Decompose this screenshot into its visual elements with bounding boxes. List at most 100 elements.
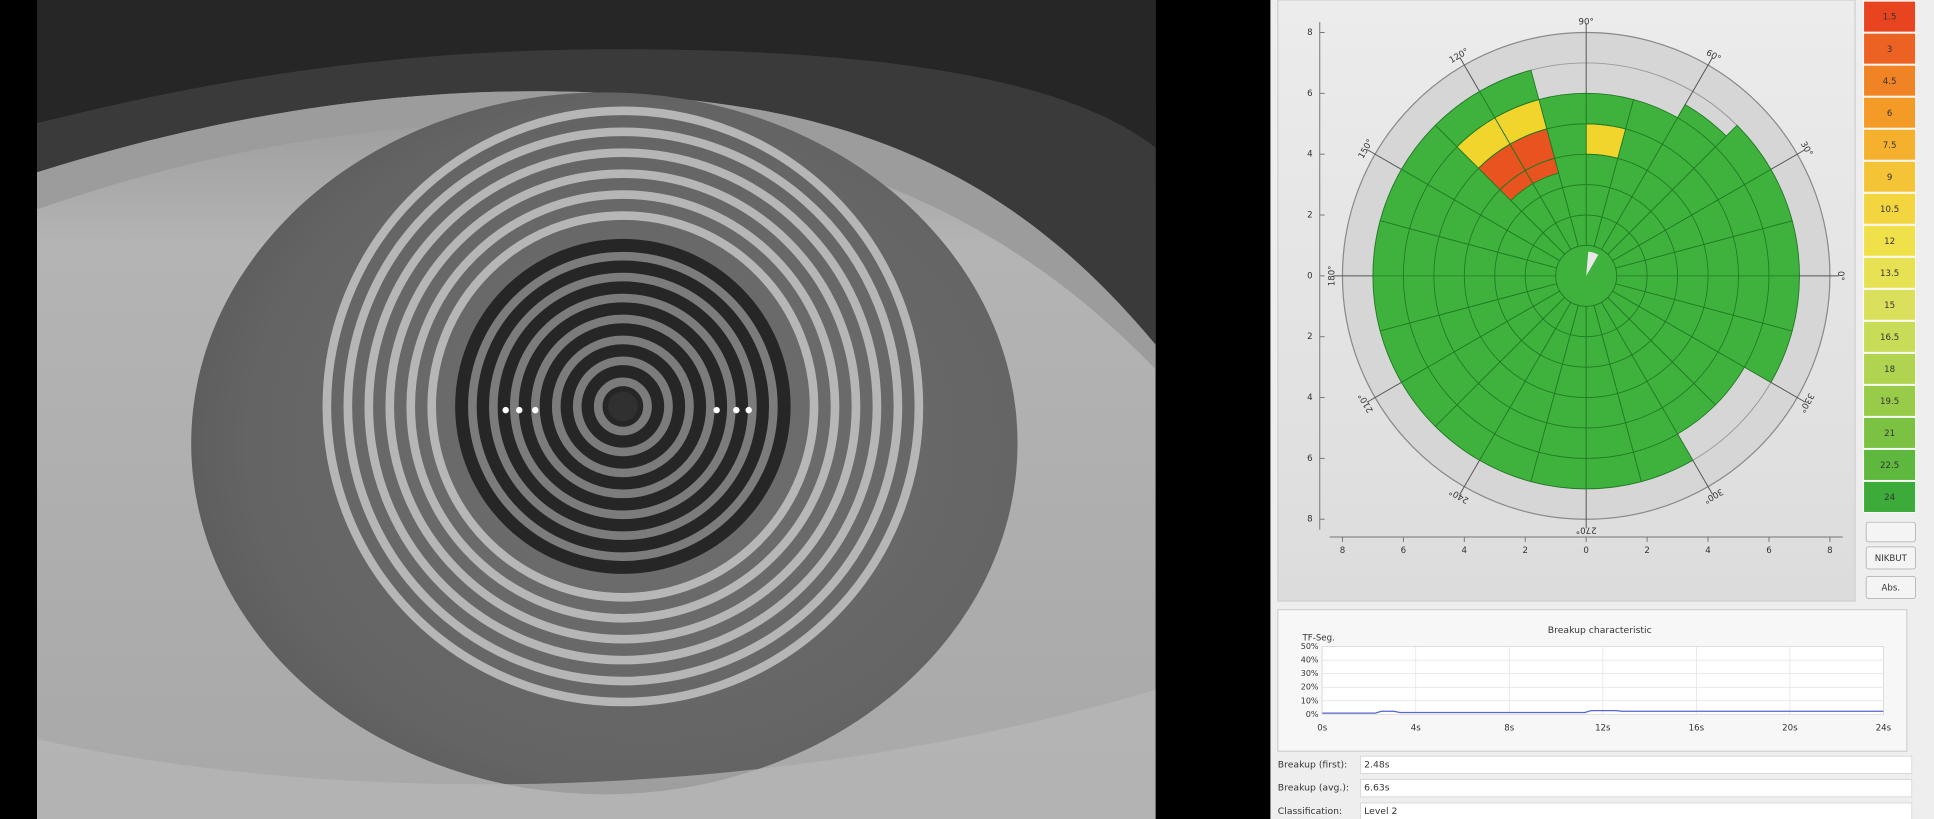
reflection-dot bbox=[516, 406, 523, 414]
y-tick-label: 0% bbox=[1306, 710, 1319, 719]
ring-line bbox=[1762, 228, 1770, 276]
y-tick-label: 2 bbox=[1307, 211, 1312, 221]
scale-cell bbox=[1863, 64, 1916, 97]
scale-label: 19.5 bbox=[1880, 397, 1899, 407]
y-tick-label: 6 bbox=[1307, 89, 1312, 99]
placido-ring bbox=[510, 293, 736, 520]
scale-label: 13.5 bbox=[1880, 269, 1899, 279]
field-value: 6.63s bbox=[1364, 783, 1390, 794]
scale-cell bbox=[1863, 160, 1916, 193]
scale-label: 1.5 bbox=[1883, 13, 1897, 23]
button-label[interactable]: Abs. bbox=[1882, 584, 1901, 594]
x-tick-label: 2 bbox=[1523, 546, 1528, 556]
reflection-dot bbox=[532, 406, 539, 414]
placido-ring bbox=[572, 356, 673, 457]
y-title: TF-Seg. bbox=[1301, 633, 1334, 643]
scale-label: 18 bbox=[1884, 365, 1895, 375]
scale-cell bbox=[1863, 225, 1916, 257]
x-tick-label: 8 bbox=[1340, 546, 1345, 556]
y-tick-label: 6 bbox=[1307, 454, 1312, 464]
scale-cell bbox=[1863, 192, 1916, 225]
y-tick-label: 10% bbox=[1301, 696, 1319, 705]
scale-label: 21 bbox=[1884, 429, 1895, 439]
button-label[interactable]: NIKBUT bbox=[1875, 554, 1908, 564]
placido-ring bbox=[385, 169, 861, 644]
x-tick-label: 2 bbox=[1644, 546, 1649, 556]
reflection-dot bbox=[733, 406, 740, 414]
button[interactable] bbox=[1865, 546, 1916, 570]
scale-label: 15 bbox=[1884, 301, 1895, 311]
ring-line bbox=[1715, 146, 1745, 185]
scale-label: 12 bbox=[1884, 237, 1895, 247]
reflection-dot bbox=[502, 406, 509, 414]
placido-ring bbox=[322, 106, 924, 707]
scale-label: 3 bbox=[1887, 45, 1892, 55]
scale-label: 10.5 bbox=[1880, 205, 1899, 215]
ring-line bbox=[1456, 404, 1495, 435]
eye-image bbox=[37, 0, 1156, 819]
placido-ring bbox=[406, 190, 840, 623]
ring-line bbox=[1494, 433, 1539, 453]
scale-label: 4.5 bbox=[1883, 77, 1897, 87]
reflection-dot bbox=[713, 406, 720, 414]
scale-label: 22.5 bbox=[1880, 461, 1899, 471]
angle-label: 270° bbox=[1576, 524, 1597, 534]
placido-ring bbox=[551, 335, 694, 478]
scale-cell bbox=[1863, 96, 1916, 129]
placido-ring bbox=[593, 377, 652, 436]
ring-line bbox=[1427, 146, 1458, 185]
scale-button[interactable] bbox=[1865, 521, 1916, 543]
ring-line bbox=[1409, 323, 1429, 368]
map-center bbox=[1555, 245, 1618, 307]
button[interactable] bbox=[1865, 576, 1916, 599]
y-tick-label: 0 bbox=[1307, 271, 1312, 281]
ring-line bbox=[1762, 275, 1770, 324]
x-tick-label: 20s bbox=[1782, 723, 1798, 733]
scale-cell bbox=[1863, 0, 1916, 33]
y-tick-label: 8 bbox=[1307, 515, 1312, 525]
ring-line bbox=[1703, 275, 1709, 308]
x-tick-label: 24s bbox=[1876, 723, 1892, 733]
ring-line bbox=[1732, 275, 1739, 316]
ring-line bbox=[1586, 451, 1634, 459]
scale-cell bbox=[1863, 481, 1916, 513]
x-tick-label: 6 bbox=[1401, 546, 1406, 556]
scale-cell bbox=[1863, 289, 1916, 321]
field-value: Level 2 bbox=[1364, 806, 1397, 817]
scale-cell bbox=[1863, 449, 1916, 481]
scale-label: 16.5 bbox=[1880, 333, 1899, 343]
trace-line bbox=[1322, 710, 1884, 714]
ring-line bbox=[1538, 451, 1587, 459]
scale-cell bbox=[1863, 128, 1916, 161]
scale-cell bbox=[1863, 32, 1916, 65]
field-box bbox=[1360, 802, 1913, 819]
x-tick-label: 4s bbox=[1411, 723, 1421, 733]
reflection-dot bbox=[745, 406, 752, 414]
scale-label: 9 bbox=[1887, 173, 1892, 183]
x-tick-label: 6 bbox=[1766, 546, 1771, 556]
scale-label: 6 bbox=[1887, 109, 1892, 119]
center-gap bbox=[1586, 251, 1599, 276]
scale-cell bbox=[1863, 321, 1916, 353]
field-label: Classification: bbox=[1278, 806, 1342, 817]
placido-ring bbox=[364, 148, 882, 665]
x-tick-label: 8s bbox=[1504, 723, 1514, 733]
y-tick-label: 20% bbox=[1301, 683, 1319, 692]
field-box bbox=[1360, 755, 1913, 774]
pupil bbox=[608, 391, 638, 422]
ring-line bbox=[1402, 228, 1411, 276]
x-tick-label: 0 bbox=[1583, 546, 1588, 556]
x-tick-label: 4 bbox=[1705, 546, 1710, 556]
x-tick-label: 4 bbox=[1462, 546, 1467, 556]
ring-line bbox=[1427, 366, 1458, 406]
fields: Breakup (first): 2.48s Breakup (avg.): 6.63… bbox=[1278, 755, 1913, 819]
angle-label: 90° bbox=[1579, 17, 1594, 27]
ring-line bbox=[1677, 117, 1716, 148]
ring-line bbox=[1744, 323, 1764, 368]
y-tick-label: 4 bbox=[1307, 150, 1312, 160]
field-label: Breakup (avg.): bbox=[1278, 783, 1349, 794]
placido-ring bbox=[489, 272, 757, 541]
